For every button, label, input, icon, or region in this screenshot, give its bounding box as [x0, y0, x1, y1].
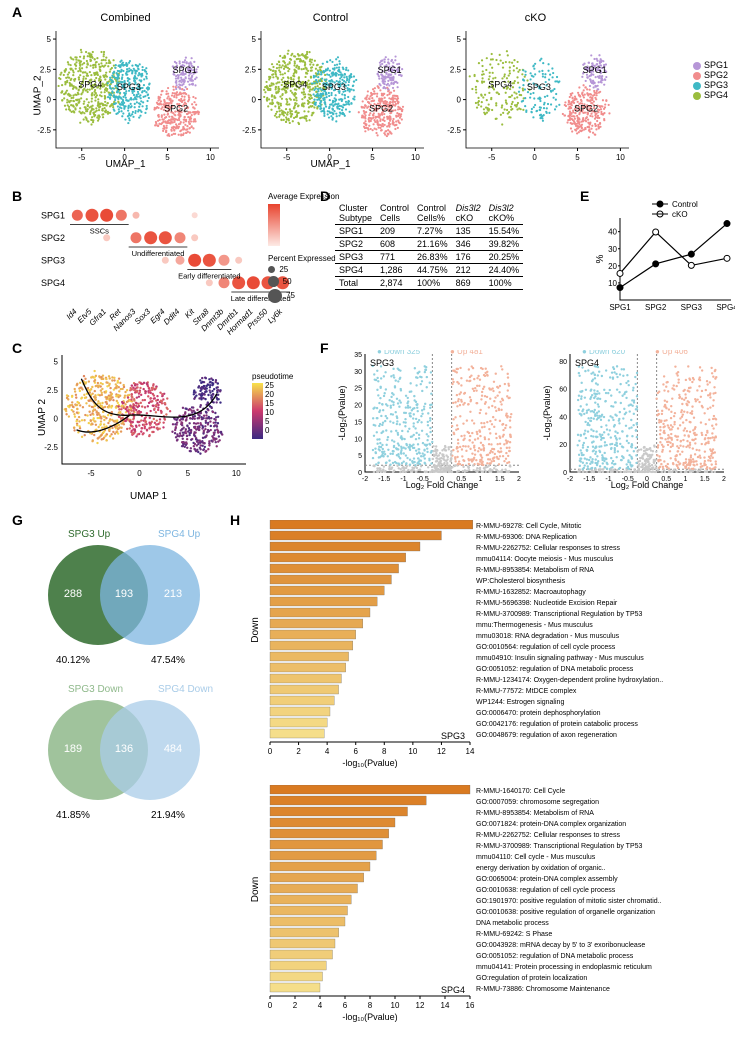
svg-text:10: 10 [411, 153, 420, 162]
svg-text:5: 5 [457, 35, 462, 44]
umap-scatter: -50510-2.502.55SPG4SPG3SPG2SPG1 [28, 28, 223, 168]
svg-text:SPG3: SPG3 [681, 303, 703, 312]
svg-text:-2.5: -2.5 [37, 126, 51, 135]
svg-text:SPG3: SPG3 [117, 82, 141, 92]
svg-text:SPG3: SPG3 [322, 82, 346, 92]
svg-text:Undifferentiated: Undifferentiated [132, 249, 185, 258]
svg-text:10: 10 [232, 469, 241, 478]
svg-text:SPG1: SPG1 [41, 210, 65, 220]
svg-text:SPG2: SPG2 [645, 303, 667, 312]
umap-legend: SPG1SPG2SPG3SPG4 [693, 60, 728, 100]
svg-text:10: 10 [616, 153, 625, 162]
panel-g-venn: 288193213SPG3 UpSPG4 Up40.12%47.54%18913… [28, 525, 228, 825]
svg-text:10: 10 [608, 279, 617, 288]
svg-text:0: 0 [457, 96, 462, 105]
svg-text:5: 5 [47, 35, 52, 44]
svg-text:0: 0 [252, 96, 257, 105]
svg-text:SPG4: SPG4 [78, 79, 102, 89]
panel-c-pseudotime: -50510-2.502.55UMAP 1UMAP 2pseudotime252… [30, 352, 290, 502]
cluster-table: ClusterSubtypeControlCellsControlCells%D… [335, 202, 523, 290]
svg-text:-2.5: -2.5 [447, 126, 461, 135]
svg-text:5: 5 [252, 35, 257, 44]
svg-text:SPG4: SPG4 [41, 278, 65, 288]
svg-text:Early differentiated: Early differentiated [178, 272, 240, 281]
svg-text:2.5: 2.5 [245, 65, 257, 74]
umap-title: cKO [438, 12, 633, 24]
svg-text:SPG1: SPG1 [609, 303, 631, 312]
svg-text:20: 20 [608, 262, 617, 271]
panel-b-dotplot: SPG1 SPG2 SPG3 SPG4 SSCs Undifferentiated Earl… [30, 200, 340, 340]
panel-f-label: F [320, 340, 329, 356]
panel-b-label: B [12, 188, 22, 204]
umap-scatter: -50510-2.502.55SPG4SPG3SPG2SPG1 [233, 28, 428, 168]
svg-text:Control: Control [672, 200, 698, 209]
umap-title: Control [233, 12, 428, 24]
svg-text:40: 40 [608, 228, 617, 237]
dotplot-legend: Average Expression Percent Expressed2550… [268, 192, 339, 303]
svg-text:SPG2: SPG2 [164, 104, 188, 114]
pseudotime-legend: pseudotime2520151050 [252, 372, 293, 441]
svg-text:SPG2: SPG2 [41, 233, 65, 243]
svg-text:-5: -5 [283, 153, 291, 162]
svg-text:-5: -5 [78, 153, 86, 162]
umap-title: Combined [28, 12, 223, 24]
svg-text:SPG3: SPG3 [41, 255, 65, 265]
panel-d-table: ClusterSubtypeControlCellsControlCells%D… [335, 202, 575, 290]
svg-text:-5: -5 [87, 469, 95, 478]
svg-text:SPG2: SPG2 [574, 104, 598, 114]
svg-text:-2.5: -2.5 [242, 126, 256, 135]
svg-text:5: 5 [54, 358, 59, 367]
svg-text:30: 30 [608, 245, 617, 254]
svg-text:2.5: 2.5 [450, 65, 462, 74]
panel-f-volcano: -2-1.5-1-0.500.511.5205101520253035SPG3●… [335, 350, 735, 505]
panel-a-umaps: Combined -5 0 5 10 -2.5 0 2.5 5 SPG4 SPG3 SPG2 SPG1 U… [28, 10, 728, 180]
panel-e-linechart: 10 20 30 40 SPG1 SPG2 SPG3 SPG4 ControlcKO% [595, 200, 735, 325]
svg-text:5: 5 [370, 153, 375, 162]
svg-text:5: 5 [186, 469, 191, 478]
svg-text:0: 0 [54, 415, 59, 424]
panel-g-label: G [12, 512, 23, 528]
panel-h-bars: R-MMU-69278: Cell Cycle, MitoticR-MMU-69… [248, 520, 738, 1040]
svg-text:SPG4: SPG4 [283, 79, 307, 89]
panel-c-label: C [12, 340, 22, 356]
svg-text:SPG1: SPG1 [173, 65, 197, 75]
panel-d-label: D [320, 188, 330, 204]
svg-text:SPG1: SPG1 [378, 65, 402, 75]
panel-h-label: H [230, 512, 240, 528]
svg-text:0: 0 [532, 153, 537, 162]
svg-text:Sox3: Sox3 [133, 307, 153, 327]
svg-text:5: 5 [575, 153, 580, 162]
svg-text:Ly6k: Ly6k [266, 306, 285, 325]
panel-e-label: E [580, 188, 589, 204]
svg-text:SPG3: SPG3 [527, 82, 551, 92]
panel-a-label: A [12, 4, 22, 20]
svg-text:10: 10 [206, 153, 215, 162]
svg-text:SSCs: SSCs [90, 227, 109, 236]
svg-text:0: 0 [137, 469, 142, 478]
svg-text:5: 5 [165, 153, 170, 162]
svg-text:SPG1: SPG1 [583, 65, 607, 75]
svg-text:2.5: 2.5 [47, 386, 59, 395]
umap-ylabel: UMAP_2 [33, 75, 44, 115]
svg-text:Ddit4: Ddit4 [162, 307, 182, 327]
svg-text:-2.5: -2.5 [44, 443, 58, 452]
svg-text:SPG4: SPG4 [488, 79, 512, 89]
svg-text:-5: -5 [488, 153, 496, 162]
svg-text:SPG4: SPG4 [716, 303, 735, 312]
svg-text:2.5: 2.5 [40, 65, 52, 74]
svg-text:Gfra1: Gfra1 [88, 307, 109, 328]
svg-text:cKO: cKO [672, 210, 688, 219]
svg-text:SPG2: SPG2 [369, 104, 393, 114]
svg-text:%: % [595, 254, 606, 263]
svg-text:0: 0 [47, 96, 52, 105]
umap-scatter: -5 0 5 10 -2.5 0 2.5 5 SPG4 SPG3 SPG2 SPG1 [438, 28, 633, 168]
